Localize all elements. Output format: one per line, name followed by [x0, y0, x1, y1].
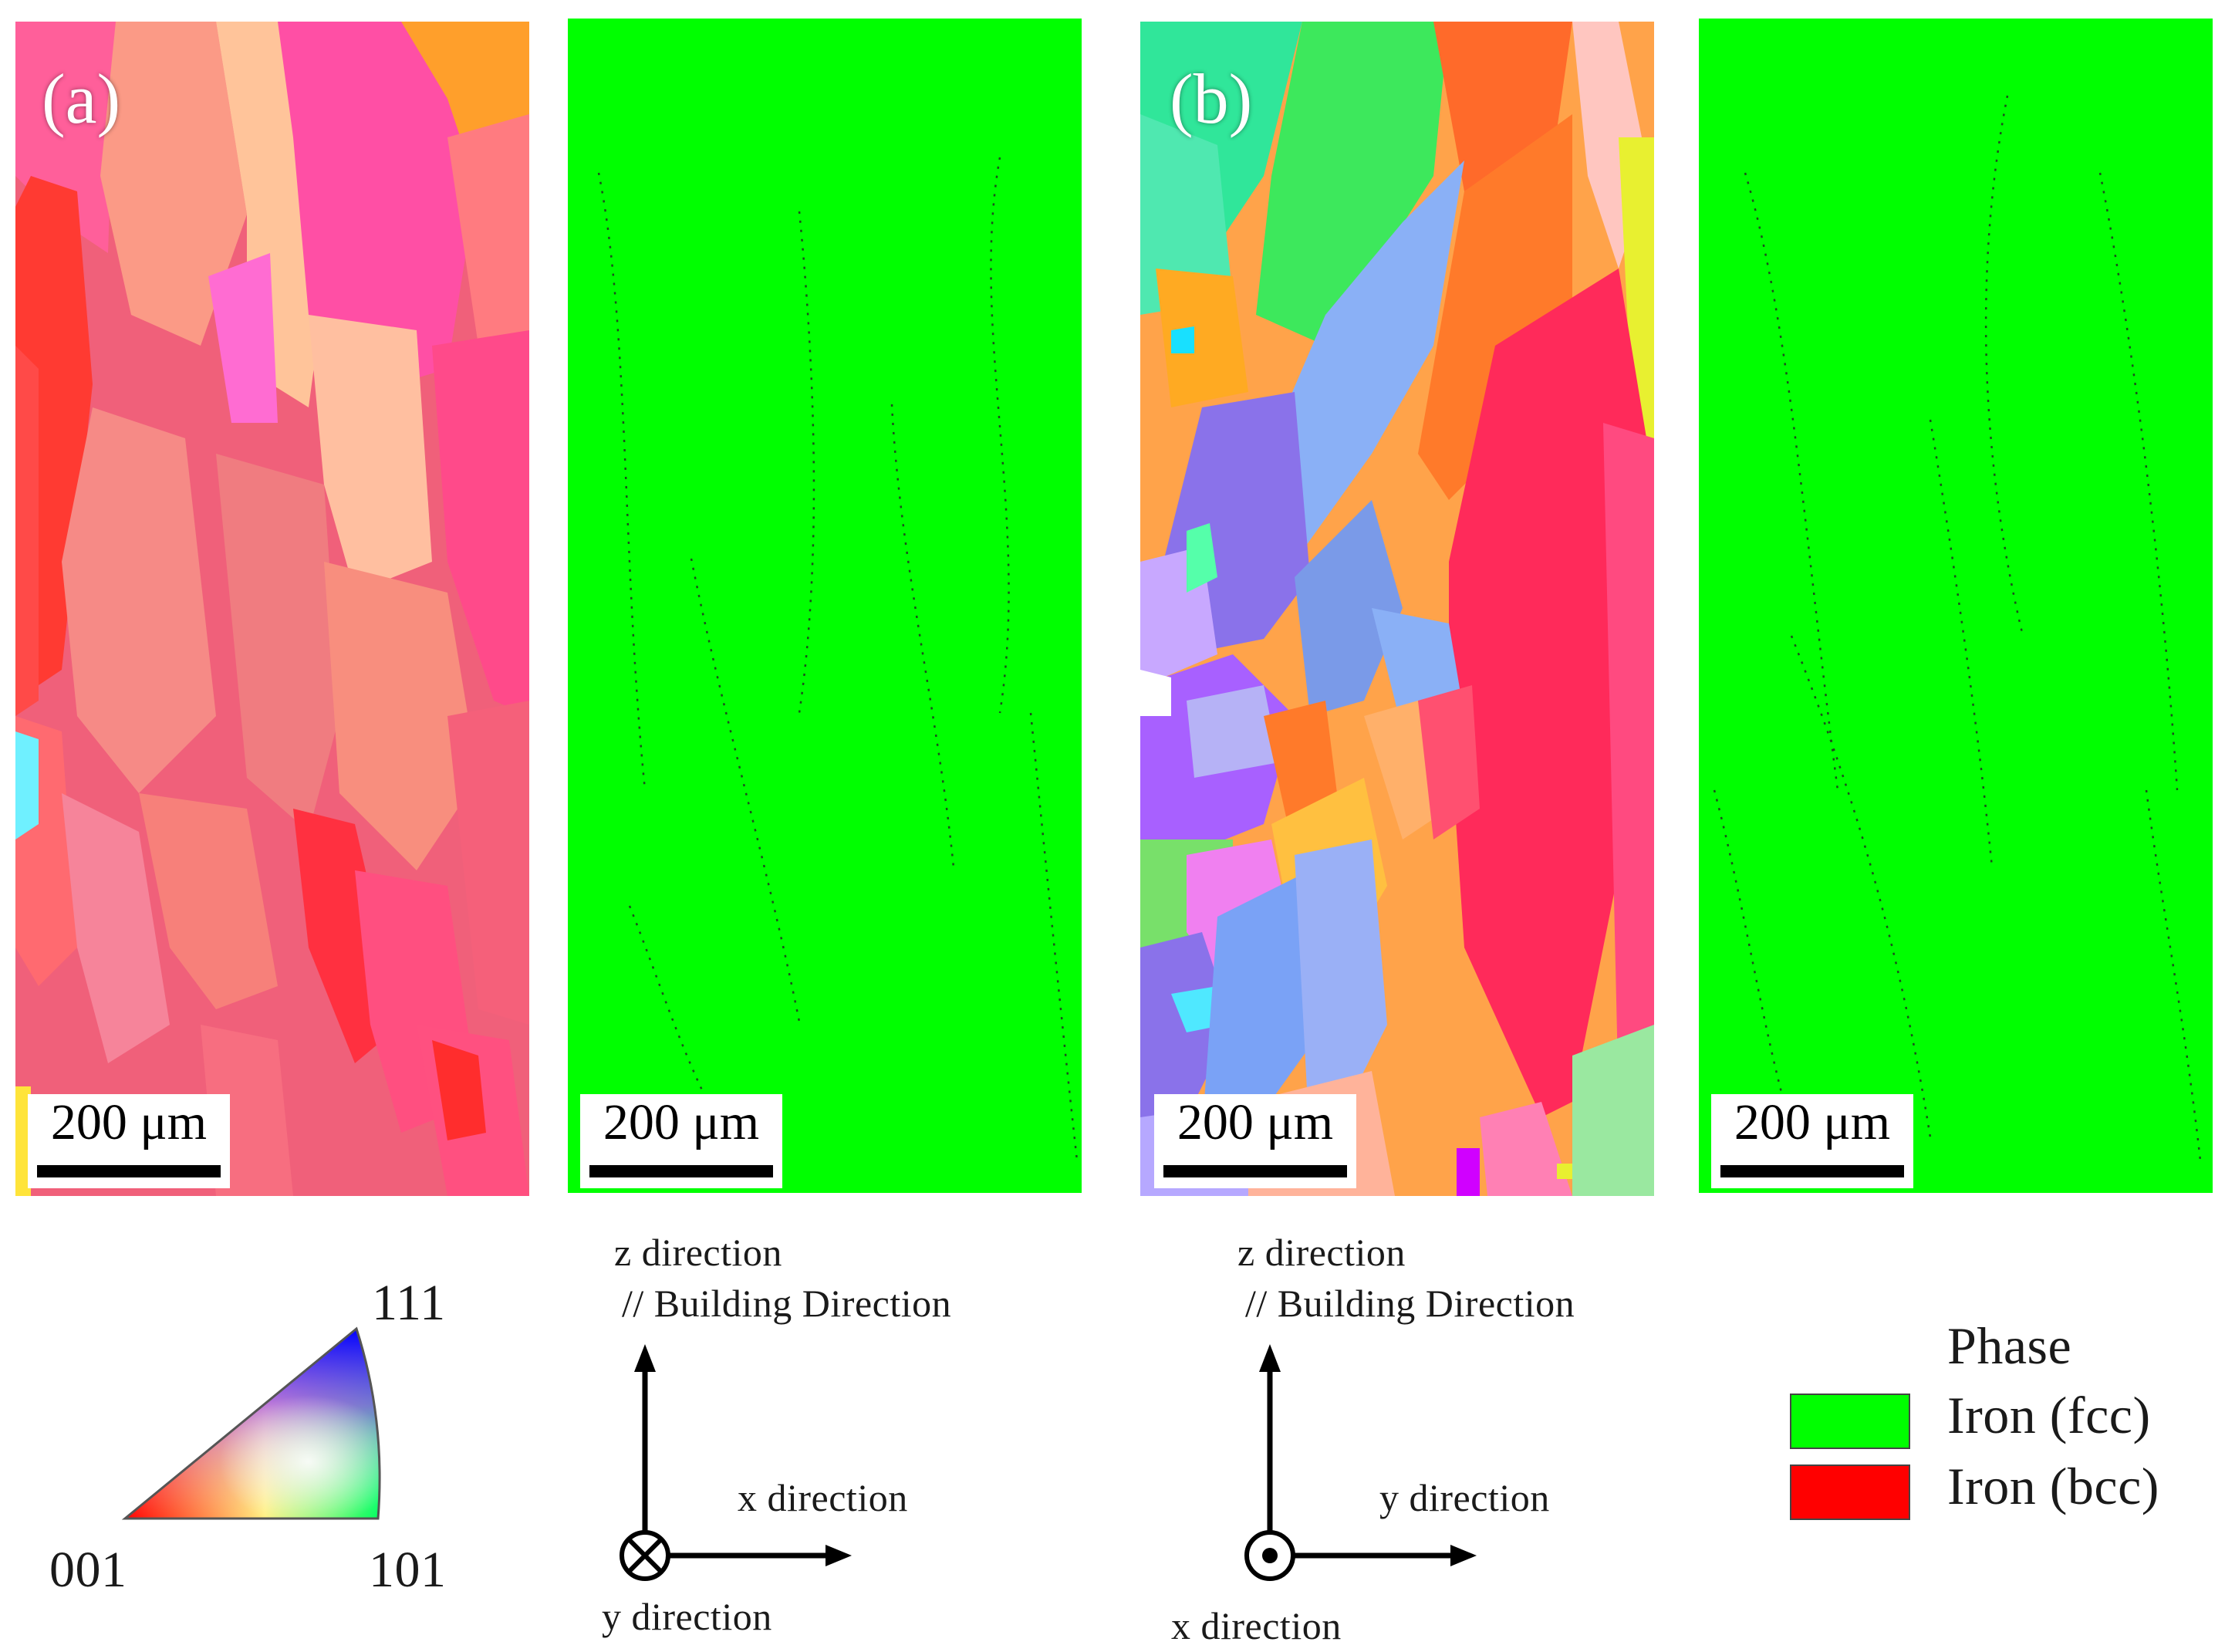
scale-bar-b: 200 μm [1154, 1094, 1356, 1188]
phase-legend-label-bcc: Iron (bcc) [1947, 1457, 2159, 1515]
scale-bar-a2: 200 μm [580, 1094, 782, 1188]
phase-map-a [568, 19, 1082, 1193]
scale-bar-label: 200 μm [50, 1094, 208, 1150]
phase-map-a-boundaries [597, 157, 1079, 1161]
axes-a-out-of-plane-label: y direction [602, 1595, 772, 1638]
scale-bar-label: 200 μm [1177, 1094, 1334, 1150]
scale-bar-line [1163, 1165, 1347, 1177]
axes-b-z-label: z direction [1237, 1231, 1406, 1274]
scale-bar-line [1720, 1165, 1904, 1177]
phase-legend-title: Phase [1947, 1316, 2072, 1375]
phase-map-b [1699, 19, 2213, 1193]
axes-diagram-a [620, 1344, 852, 1581]
axes-b-horizontal-label: y direction [1379, 1476, 1550, 1519]
scale-bar-a: 200 μm [28, 1094, 230, 1188]
scale-bar-line [589, 1165, 773, 1177]
panel-label-b: (b) [1170, 59, 1253, 138]
phase-map-b-boundaries [1713, 95, 2202, 1161]
ipf-map-b-grains [1140, 22, 1654, 1196]
axes-a-z-label: z direction [614, 1231, 782, 1274]
axes-b-bd-label: // Building Direction [1245, 1282, 1575, 1325]
axes-diagram-b [1244, 1344, 1477, 1581]
scale-bar-label: 200 μm [603, 1094, 760, 1150]
axes-a-bd-label: // Building Direction [622, 1282, 952, 1325]
phase-legend-swatch-bcc [1790, 1465, 1910, 1520]
ipf-key-label-101: 101 [369, 1542, 447, 1598]
phase-legend-label-fcc: Iron (fcc) [1947, 1386, 2151, 1444]
ipf-key-label-111: 111 [372, 1275, 446, 1331]
scale-bar-line [37, 1165, 221, 1177]
ipf-map-a-grains [15, 22, 529, 1196]
scale-bar-label: 200 μm [1734, 1094, 1891, 1150]
scale-bar-b2: 200 μm [1711, 1094, 1913, 1188]
ipf-map-a [15, 22, 529, 1196]
ipf-map-b [1140, 22, 1654, 1196]
ipf-key-triangle [121, 1326, 381, 1520]
axes-b-out-of-plane-label: x direction [1171, 1604, 1342, 1647]
phase-legend-swatch-fcc [1790, 1394, 1910, 1449]
axes-a-horizontal-label: x direction [738, 1476, 908, 1519]
ipf-key-label-001: 001 [49, 1542, 127, 1598]
panel-label-a: (a) [42, 59, 121, 138]
